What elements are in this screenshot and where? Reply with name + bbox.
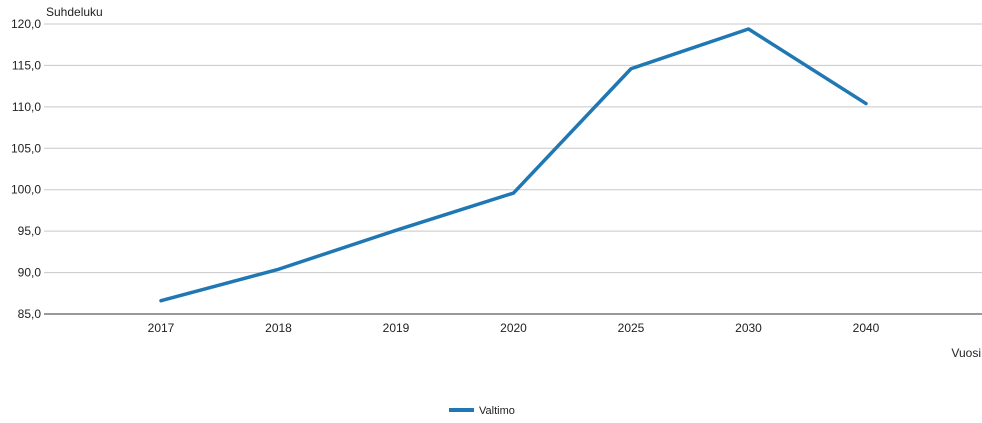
y-tick-label: 105,0 xyxy=(11,141,41,155)
y-tick-label: 110,0 xyxy=(12,100,41,114)
x-tick-label: 2040 xyxy=(853,321,880,335)
x-axis-ticks: 2017 2018 2019 2020 2025 2030 2040 xyxy=(148,321,880,335)
y-tick-label: 90,0 xyxy=(18,266,42,280)
y-tick-label: 95,0 xyxy=(18,224,42,238)
y-axis-ticks: 85,0 90,0 95,0 100,0 105,0 110,0 115,0 120,0 xyxy=(11,17,41,321)
x-tick-label: 2025 xyxy=(618,321,645,335)
y-tick-label: 120,0 xyxy=(11,17,41,31)
x-tick-label: 2020 xyxy=(500,321,527,335)
legend: Valtimo xyxy=(449,405,515,417)
data-point xyxy=(747,27,750,31)
data-point xyxy=(277,267,280,271)
x-tick-label: 2030 xyxy=(735,321,762,335)
legend-label: Valtimo xyxy=(479,405,515,417)
y-axis-title: Suhdeluku xyxy=(46,5,103,19)
gridlines xyxy=(44,23,982,274)
series-group xyxy=(159,27,868,303)
x-tick-label: 2017 xyxy=(148,321,175,335)
y-tick-label: 85,0 xyxy=(18,307,42,321)
x-tick-label: 2019 xyxy=(383,321,410,335)
x-tick-label: 2018 xyxy=(265,321,292,335)
series-line xyxy=(159,27,868,303)
y-tick-label: 100,0 xyxy=(11,183,41,197)
data-point xyxy=(512,191,515,195)
data-point xyxy=(394,228,398,232)
data-point xyxy=(159,299,163,303)
x-axis-title: Vuosi xyxy=(951,346,981,360)
y-tick-label: 115,0 xyxy=(12,58,41,72)
data-point xyxy=(629,67,633,71)
data-point xyxy=(864,102,868,106)
